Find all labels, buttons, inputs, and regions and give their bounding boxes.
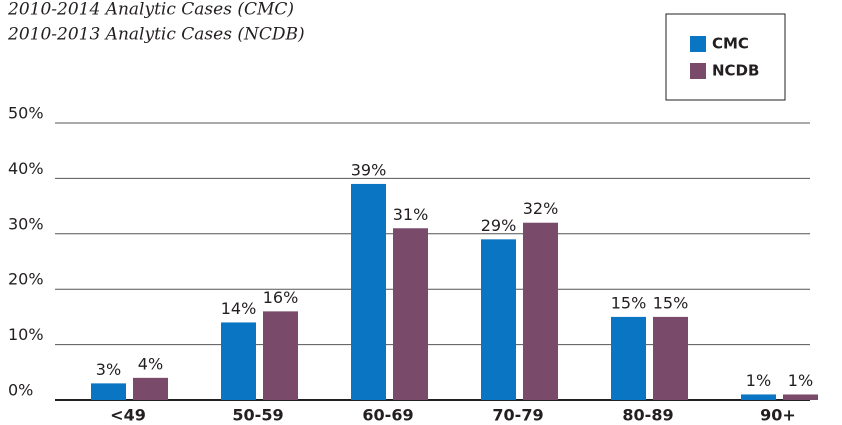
legend-box	[665, 13, 786, 101]
legend-label: NCDB	[712, 62, 759, 80]
bar	[653, 316, 688, 400]
bar	[783, 394, 818, 400]
bar	[481, 239, 516, 400]
bar	[523, 222, 558, 400]
bar	[351, 183, 386, 400]
y-tick-label: 30%	[8, 214, 44, 233]
bar	[263, 311, 298, 400]
bar	[393, 228, 428, 400]
x-tick-label: 50-59	[232, 406, 283, 425]
x-tick-label: 80-89	[622, 406, 673, 425]
y-tick-label: 40%	[8, 159, 44, 178]
legend-label: CMC	[712, 35, 749, 53]
value-label: 15%	[653, 293, 689, 312]
x-tick-label: 90+	[760, 406, 796, 425]
bar	[611, 316, 646, 400]
value-label: 32%	[523, 199, 559, 218]
bar	[221, 322, 256, 400]
legend-swatch	[690, 36, 706, 52]
y-tick-label: 10%	[8, 325, 44, 344]
value-label: 1%	[746, 371, 771, 390]
value-label: 14%	[221, 299, 257, 318]
bar	[133, 377, 168, 400]
y-tick-label: 0%	[8, 381, 33, 400]
chart-title: 2010-2014 Analytic Cases (CMC)	[7, 0, 294, 20]
bar	[741, 394, 776, 400]
chart-title: 2010-2013 Analytic Cases (NCDB)	[7, 25, 305, 45]
y-tick-label: 20%	[8, 270, 44, 289]
legend-swatch	[690, 63, 706, 79]
value-label: 1%	[788, 371, 813, 390]
x-tick-label: 60-69	[362, 406, 413, 425]
value-label: 4%	[138, 354, 163, 373]
value-label: 15%	[611, 293, 647, 312]
x-tick-label: 70-79	[492, 406, 543, 425]
x-tick-label: <49	[110, 406, 146, 425]
value-label: 39%	[351, 160, 387, 179]
value-label: 29%	[481, 216, 517, 235]
value-label: 31%	[393, 205, 429, 224]
value-label: 3%	[96, 360, 121, 379]
y-tick-label: 50%	[8, 104, 44, 123]
value-label: 16%	[263, 288, 299, 307]
bar	[91, 383, 126, 400]
